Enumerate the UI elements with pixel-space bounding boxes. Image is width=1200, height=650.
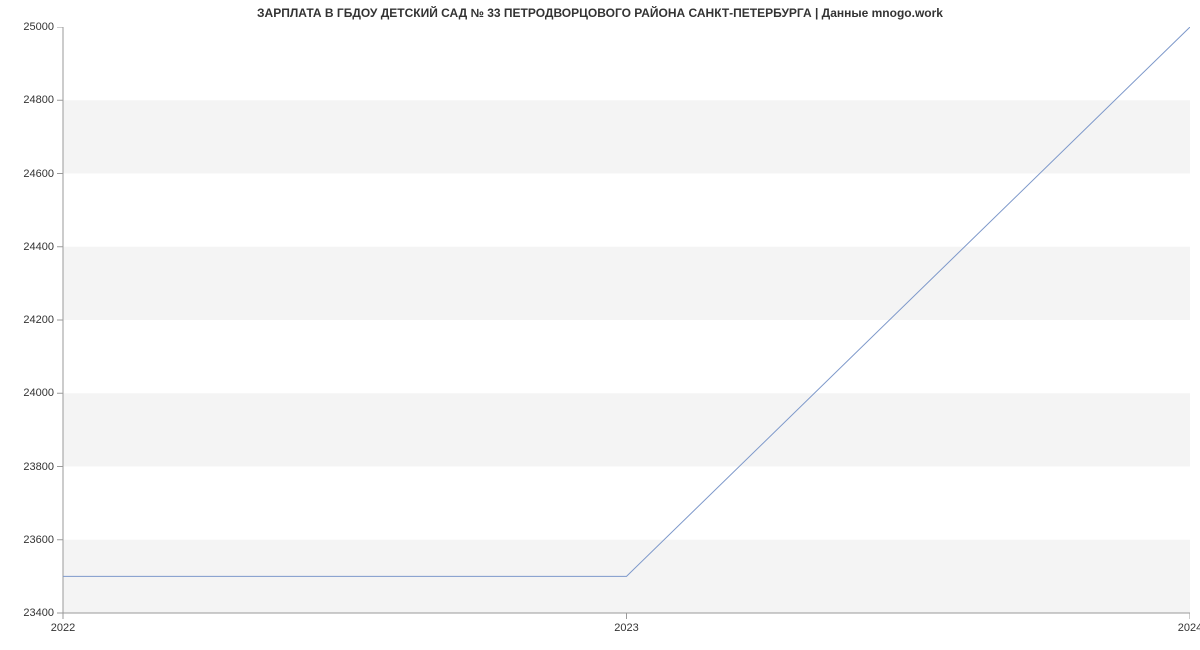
y-tick-label: 25000 (23, 21, 54, 33)
salary-chart: ЗАРПЛАТА В ГБДОУ ДЕТСКИЙ САД № 33 ПЕТРОД… (0, 0, 1200, 650)
x-tick-label: 2022 (51, 622, 75, 634)
x-tick-label: 2024 (1178, 622, 1200, 634)
y-tick-label: 24600 (23, 168, 54, 180)
plot-svg (53, 27, 1190, 623)
y-tick-label: 24400 (23, 241, 54, 253)
y-tick-label: 24200 (23, 314, 54, 326)
y-tick-label: 23600 (23, 534, 54, 546)
chart-title: ЗАРПЛАТА В ГБДОУ ДЕТСКИЙ САД № 33 ПЕТРОД… (0, 6, 1200, 20)
x-tick-label: 2023 (614, 622, 638, 634)
plot-area (63, 27, 1190, 613)
y-tick-label: 24000 (23, 387, 54, 399)
y-tick-label: 23800 (23, 461, 54, 473)
y-tick-label: 24800 (23, 94, 54, 106)
y-tick-label: 23400 (23, 607, 54, 619)
